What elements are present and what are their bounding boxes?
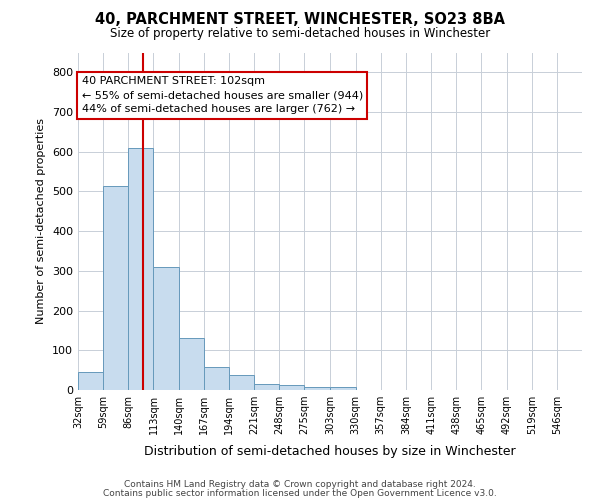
Bar bbox=[103, 186, 128, 390]
Bar bbox=[154, 267, 179, 390]
Bar bbox=[204, 368, 229, 390]
Bar bbox=[279, 385, 304, 390]
Text: 40 PARCHMENT STREET: 102sqm
← 55% of semi-detached houses are smaller (944)
44% : 40 PARCHMENT STREET: 102sqm ← 55% of sem… bbox=[82, 76, 363, 114]
X-axis label: Distribution of semi-detached houses by size in Winchester: Distribution of semi-detached houses by … bbox=[144, 446, 516, 458]
Text: Contains HM Land Registry data © Crown copyright and database right 2024.: Contains HM Land Registry data © Crown c… bbox=[124, 480, 476, 489]
Bar bbox=[128, 148, 154, 390]
Bar bbox=[331, 387, 356, 390]
Text: Size of property relative to semi-detached houses in Winchester: Size of property relative to semi-detach… bbox=[110, 28, 490, 40]
Bar bbox=[78, 372, 103, 390]
Text: Contains public sector information licensed under the Open Government Licence v3: Contains public sector information licen… bbox=[103, 488, 497, 498]
Bar bbox=[179, 338, 204, 390]
Y-axis label: Number of semi-detached properties: Number of semi-detached properties bbox=[37, 118, 46, 324]
Text: 40, PARCHMENT STREET, WINCHESTER, SO23 8BA: 40, PARCHMENT STREET, WINCHESTER, SO23 8… bbox=[95, 12, 505, 28]
Bar bbox=[229, 376, 254, 390]
Bar bbox=[254, 384, 279, 390]
Bar bbox=[304, 387, 329, 390]
